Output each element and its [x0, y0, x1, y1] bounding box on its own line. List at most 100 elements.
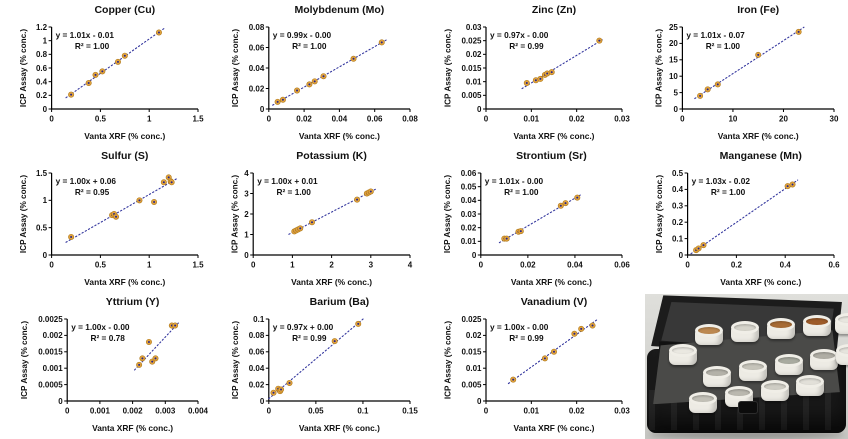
chart-vanadium-v: Vanadium (V) 0 0.01 0.02 0.03 0 0.005 0.01 0.015… — [424, 292, 636, 439]
svg-text:0: 0 — [58, 397, 63, 406]
svg-text:1.2: 1.2 — [36, 23, 48, 32]
equation-label: y = 1.00x - 0.00 — [71, 322, 130, 332]
svg-text:5: 5 — [673, 88, 678, 97]
scatter-plot-iron-fe: Iron (Fe) 0 10 20 30 0 5 10 15 20 25 Vanta XRF (% c… — [655, 4, 839, 141]
svg-text:0.15: 0.15 — [402, 407, 418, 416]
svg-text:0.8: 0.8 — [36, 50, 48, 59]
svg-text:0.015: 0.015 — [461, 64, 482, 73]
svg-text:0: 0 — [267, 407, 272, 416]
svg-text:0.01: 0.01 — [461, 237, 477, 246]
trendline — [65, 27, 165, 99]
svg-text:0.015: 0.015 — [461, 348, 482, 357]
svg-text:0.5: 0.5 — [672, 169, 684, 178]
y-axis-label: ICP Assay (% conc.) — [443, 175, 452, 254]
svg-text:0.02: 0.02 — [461, 223, 477, 232]
svg-text:0: 0 — [685, 261, 690, 270]
x-axis-label: Vanta XRF (% conc.) — [514, 131, 595, 141]
chart-title: Molybdenum (Mo) — [294, 4, 384, 16]
svg-text:0: 0 — [477, 397, 482, 406]
svg-text:1: 1 — [43, 196, 48, 205]
svg-text:0.02: 0.02 — [569, 115, 585, 124]
case-latch — [738, 401, 759, 415]
r-squared-label: R² = 1.00 — [706, 41, 741, 51]
equation-label: y = 1.01x - 0.01 — [56, 30, 115, 40]
x-axis-label: Vanta XRF (% conc.) — [720, 277, 801, 287]
r-squared-label: R² = 1.00 — [711, 187, 746, 197]
x-axis-label: Vanta XRF (% conc.) — [84, 277, 165, 287]
svg-text:0: 0 — [679, 251, 684, 260]
sample-case-photo — [636, 292, 848, 439]
svg-text:0: 0 — [244, 251, 249, 260]
svg-text:0.03: 0.03 — [461, 210, 477, 219]
sample-cup — [731, 321, 759, 343]
svg-text:0.04: 0.04 — [249, 364, 265, 373]
svg-text:0.005: 0.005 — [461, 380, 482, 389]
x-axis-label: Vanta XRF (% conc.) — [84, 131, 165, 141]
svg-text:0.001: 0.001 — [43, 364, 64, 373]
r-squared-label: R² = 1.00 — [504, 187, 539, 197]
scatter-plot-copper-cu: Copper (Cu) 0 0.5 1 1.5 0 0.2 0.4 0.6 0.8 1 1.2 Vant… — [19, 4, 204, 141]
sample-cup — [695, 324, 723, 346]
chart-title: Yttrium (Y) — [106, 296, 160, 308]
svg-text:0.0015: 0.0015 — [38, 348, 63, 357]
chart-molybdenum-mo: Molybdenum (Mo) 0 0.02 0.04 0.06 0.08 0 0.02 0.0… — [212, 0, 424, 146]
svg-text:0.01: 0.01 — [466, 364, 482, 373]
sample-cup — [739, 360, 767, 382]
chart-strontium-sr: Strontium (Sr) 0 0.02 0.04 0.06 0 0.01 0.02 0.03… — [424, 146, 636, 292]
svg-text:0.1: 0.1 — [253, 315, 265, 324]
svg-text:0.01: 0.01 — [466, 77, 482, 86]
svg-text:0: 0 — [49, 115, 54, 124]
svg-text:0: 0 — [251, 261, 256, 270]
svg-text:0.02: 0.02 — [249, 380, 265, 389]
chart-iron-fe: Iron (Fe) 0 10 20 30 0 5 10 15 20 25 Vanta XRF (% c… — [636, 0, 848, 146]
svg-text:0: 0 — [477, 105, 482, 114]
equation-label: y = 0.97x - 0.00 — [490, 30, 549, 40]
y-axis-label: ICP Assay (% conc.) — [19, 29, 28, 108]
equation-label: y = 1.00x + 0.06 — [56, 176, 117, 186]
sample-cup — [689, 392, 717, 414]
svg-text:0.01: 0.01 — [524, 115, 540, 124]
y-axis-label: ICP Assay (% conc.) — [444, 321, 453, 400]
chart-yttrium-y: Yttrium (Y) 0 0.001 0.002 0.003 0.004 0 0.0005 0… — [0, 292, 212, 439]
x-axis-label: Vanta XRF (% conc.) — [299, 131, 380, 141]
scatter-plot-barium-ba: Barium (Ba) 0 0.05 0.1 0.15 0 0.02 0.04 0.06 0.08… — [231, 296, 418, 433]
equation-label: y = 1.01x - 0.07 — [686, 30, 745, 40]
sample-cup — [796, 375, 824, 397]
r-squared-label: R² = 1.00 — [277, 187, 312, 197]
svg-text:0.004: 0.004 — [188, 407, 209, 416]
svg-text:0.2: 0.2 — [672, 218, 684, 227]
sample-cup — [803, 315, 831, 337]
svg-text:0.001: 0.001 — [90, 407, 111, 416]
chart-title: Iron (Fe) — [737, 4, 779, 16]
svg-text:0.0005: 0.0005 — [38, 380, 63, 389]
svg-text:0: 0 — [260, 397, 265, 406]
svg-text:4: 4 — [408, 261, 413, 270]
x-axis-label: Vanta XRF (% conc.) — [511, 277, 592, 287]
svg-text:2: 2 — [329, 261, 334, 270]
svg-text:0.04: 0.04 — [461, 196, 477, 205]
svg-text:1: 1 — [244, 230, 249, 239]
trendline — [498, 193, 583, 244]
chart-title: Barium (Ba) — [310, 296, 370, 308]
svg-text:0.3: 0.3 — [672, 202, 684, 211]
sample-cup — [761, 380, 789, 402]
svg-text:1: 1 — [290, 261, 295, 270]
trendline — [134, 321, 181, 371]
sample-cup — [669, 344, 697, 366]
x-axis-label: Vanta XRF (% conc.) — [92, 423, 173, 433]
svg-text:0: 0 — [673, 105, 678, 114]
y-axis-label: ICP Assay (% conc.) — [20, 321, 29, 400]
chart-title: Vanadium (V) — [521, 296, 588, 308]
sample-cup — [810, 349, 838, 371]
svg-text:0: 0 — [49, 261, 54, 270]
svg-text:0.02: 0.02 — [569, 407, 585, 416]
x-axis-label: Vanta XRF (% conc.) — [291, 277, 372, 287]
svg-text:0.05: 0.05 — [308, 407, 324, 416]
svg-text:0.08: 0.08 — [249, 331, 265, 340]
y-axis-label: ICP Assay (% conc.) — [231, 321, 240, 400]
r-squared-label: R² = 0.78 — [91, 333, 126, 343]
svg-text:0: 0 — [680, 115, 685, 124]
equation-label: y = 1.01x - 0.00 — [485, 176, 544, 186]
sample-cup — [835, 313, 848, 335]
